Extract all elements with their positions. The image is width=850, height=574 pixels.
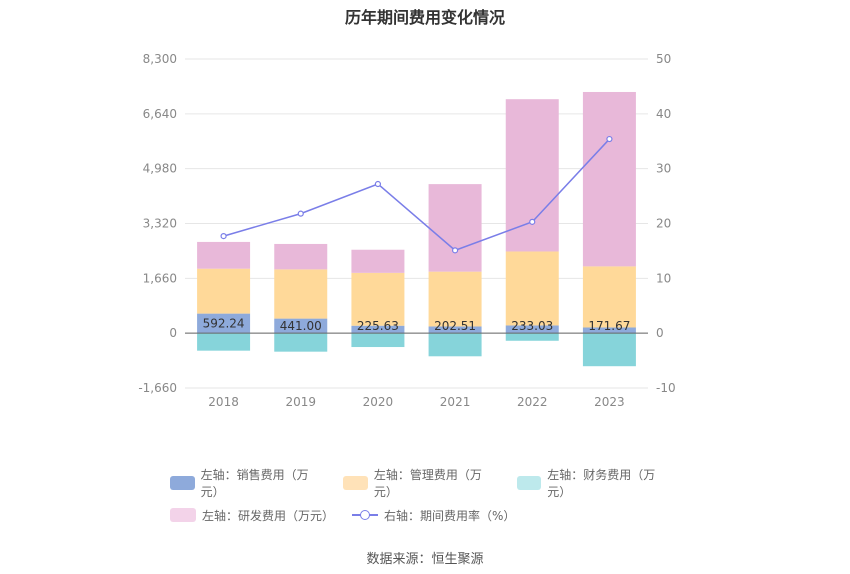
data-label: 592.24 [203, 316, 245, 330]
right-axis-tick: 20 [656, 217, 671, 231]
right-axis-tick: 40 [656, 107, 671, 121]
legend-swatch-icon [343, 476, 368, 490]
bar-rnd [428, 184, 482, 272]
bar-management [351, 272, 405, 326]
x-axis-tick: 2018 [208, 395, 239, 409]
legend-swatch-icon [170, 476, 195, 490]
bar-rnd [197, 241, 251, 269]
legend-row: 左轴：销售费用（万元） 左轴：管理费用（万元） 左轴：财务费用（万元） [170, 468, 690, 499]
legend-line-marker-icon [352, 508, 379, 522]
left-axis-tick: 1,660 [143, 271, 177, 285]
x-axis-tick: 2022 [517, 395, 548, 409]
bar-management [582, 266, 636, 328]
data-label: 233.03 [511, 319, 553, 333]
bar-sales [505, 325, 559, 334]
line-point [529, 218, 536, 225]
bar-finance [274, 333, 328, 352]
left-axis-tick: 8,300 [143, 52, 177, 66]
line-point [220, 233, 227, 240]
bar-sales [428, 326, 482, 334]
left-axis-tick: 4,980 [143, 162, 177, 176]
legend-item[interactable]: 左轴：销售费用（万元） [170, 466, 325, 500]
bar-management [428, 271, 482, 327]
data-label: 202.51 [434, 319, 476, 333]
right-axis-tick: 30 [656, 162, 671, 176]
line-point [606, 135, 613, 143]
legend-label: 左轴：管理费用（万元） [373, 468, 482, 499]
bar-sales [274, 318, 328, 334]
right-axis-tick: 0 [656, 326, 664, 340]
legend-swatch-icon [170, 508, 196, 522]
legend-label: 左轴：财务费用（万元） [547, 468, 656, 499]
bar-rnd [351, 249, 405, 273]
legend-item[interactable]: 左轴：研发费用（万元） [170, 507, 334, 524]
bar-management [197, 268, 251, 314]
line-point [451, 247, 459, 254]
right-axis-tick: 50 [656, 52, 671, 66]
legend-item[interactable]: 左轴：财务费用（万元） [516, 466, 672, 500]
data-source-note: 数据来源：恒生聚源 [366, 552, 484, 567]
bar-finance [197, 333, 251, 351]
x-axis-tick: 2021 [440, 395, 471, 409]
legend: 左轴：销售费用（万元） 左轴：管理费用（万元） 左轴：财务费用（万元） 左轴：研发费用… [170, 468, 690, 536]
bar-rnd [582, 91, 636, 267]
right-axis-tick: 10 [656, 271, 671, 285]
data-label: 171.67 [588, 319, 630, 333]
left-axis-tick: -1,660 [138, 381, 177, 395]
data-label: 441.00 [280, 319, 322, 333]
left-axis-tick: 3,320 [143, 217, 177, 231]
legend-row: 左轴：研发费用（万元） 右轴：期间费用率（%） [170, 504, 690, 526]
legend-label: 右轴：期间费用率（%） [384, 508, 516, 523]
bar-sales [582, 327, 636, 334]
legend-item[interactable]: 左轴：管理费用（万元） [343, 466, 498, 500]
line-expense-rate [223, 138, 610, 252]
bar-finance [505, 333, 559, 341]
bar-management [505, 251, 559, 326]
data-label: 225.63 [357, 319, 399, 333]
left-axis-tick: 6,640 [143, 107, 177, 121]
left-axis-tick: 0 [169, 326, 177, 340]
x-axis-tick: 2020 [363, 395, 394, 409]
line-point [297, 210, 304, 217]
bar-finance [582, 333, 636, 367]
bar-sales [351, 325, 405, 334]
line-point [374, 180, 382, 188]
bar-rnd [274, 243, 328, 270]
legend-swatch-icon [516, 476, 542, 490]
x-axis-tick: 2019 [285, 395, 316, 409]
legend-item[interactable]: 右轴：期间费用率（%） [352, 507, 515, 524]
legend-label: 左轴：研发费用（万元） [202, 508, 335, 523]
bar-finance [428, 333, 482, 357]
bar-management [274, 269, 328, 319]
chart-title: 历年期间费用变化情况 [344, 8, 505, 27]
x-axis-tick: 2023 [594, 395, 625, 409]
bar-sales [197, 313, 251, 334]
bar-finance [351, 333, 405, 348]
bar-rnd [505, 99, 559, 252]
legend-label: 左轴：销售费用（万元） [200, 468, 309, 499]
right-axis-tick: -10 [656, 381, 676, 395]
